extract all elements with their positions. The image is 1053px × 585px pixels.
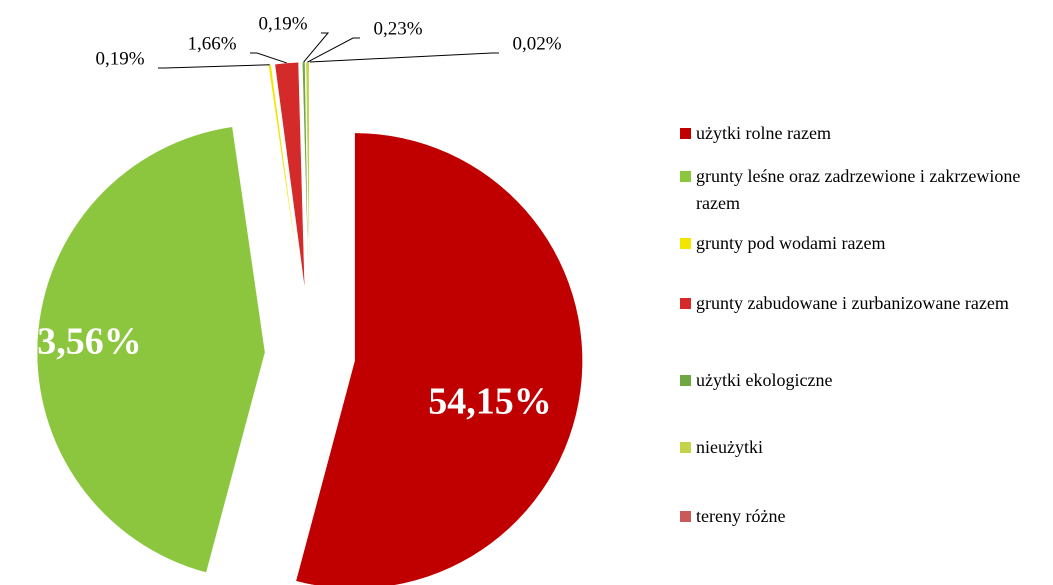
legend-item: grunty leśne oraz zadrzewione i zakrzewi… <box>680 163 1050 217</box>
slice-label: 1,66% <box>187 33 236 54</box>
leader-line <box>303 32 330 63</box>
legend-swatch <box>680 442 691 453</box>
legend-swatch <box>680 375 691 386</box>
chart: 54,15% 43,56% 0,19% 1,66% 0,19% 0,23% 0,02% <box>18 13 583 585</box>
legend-item: nieużytki <box>680 434 1050 461</box>
legend-label: grunty zabudowane i zurbanizowane razem <box>696 293 1009 313</box>
legend-swatch <box>680 511 691 522</box>
pie-slice <box>274 62 306 291</box>
slice-label: 0,19% <box>95 48 144 69</box>
slice-label: 0,02% <box>512 33 561 54</box>
pie-slice <box>295 132 583 585</box>
leader-line <box>250 52 287 64</box>
legend-item: użytki rolne razem <box>680 120 1050 147</box>
slice-label: 54,15% <box>428 381 552 423</box>
legend-swatch <box>680 298 691 309</box>
legend-label: nieużytki <box>696 437 763 457</box>
legend-label: użytki ekologiczne <box>696 370 833 390</box>
pie-slice <box>36 126 266 573</box>
pie-slice <box>305 61 310 291</box>
leader-line <box>158 64 270 69</box>
leader-line <box>307 37 360 63</box>
legend-item: tereny różne <box>680 503 1050 530</box>
legend-item: użytki ekologiczne <box>680 367 1050 394</box>
legend-label: grunty leśne oraz zadrzewione i zakrzewi… <box>696 166 1021 213</box>
legend-item: grunty pod wodami razem <box>680 230 1050 257</box>
legend-label: tereny różne <box>696 506 786 526</box>
slice-label: 0,19% <box>258 13 307 34</box>
legend-label: grunty pod wodami razem <box>696 233 886 253</box>
legend-swatch <box>680 171 691 182</box>
slice-label: 43,56% <box>18 321 142 363</box>
legend-swatch <box>680 238 691 249</box>
legend-item: grunty zabudowane i zurbanizowane razem <box>680 290 1050 317</box>
legend-swatch <box>680 128 691 139</box>
leader-line <box>309 52 499 63</box>
legend-label: użytki rolne razem <box>696 123 831 143</box>
slice-label: 0,23% <box>373 18 422 39</box>
